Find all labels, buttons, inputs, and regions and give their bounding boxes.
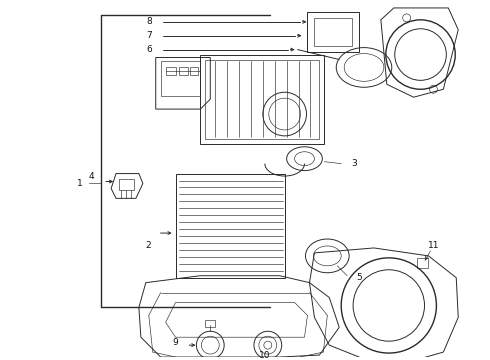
Bar bbox=[119, 179, 134, 190]
Text: 4: 4 bbox=[89, 172, 94, 181]
Bar bbox=[166, 67, 175, 75]
Bar bbox=[178, 67, 189, 75]
Bar bbox=[175, 174, 285, 278]
Text: 2: 2 bbox=[145, 242, 150, 251]
Bar bbox=[161, 62, 200, 96]
Text: 1: 1 bbox=[76, 179, 82, 188]
Text: 3: 3 bbox=[351, 159, 357, 168]
Bar bbox=[205, 320, 215, 327]
Text: 9: 9 bbox=[172, 338, 178, 347]
Bar bbox=[416, 258, 428, 268]
Bar bbox=[205, 59, 319, 139]
Bar bbox=[191, 67, 198, 75]
Bar bbox=[308, 12, 359, 51]
Text: 10: 10 bbox=[259, 351, 270, 360]
Text: 6: 6 bbox=[146, 45, 152, 54]
Bar bbox=[315, 18, 352, 46]
Text: 11: 11 bbox=[428, 242, 439, 251]
Text: 8: 8 bbox=[146, 17, 152, 26]
Text: 5: 5 bbox=[356, 273, 362, 282]
Text: 7: 7 bbox=[146, 31, 152, 40]
